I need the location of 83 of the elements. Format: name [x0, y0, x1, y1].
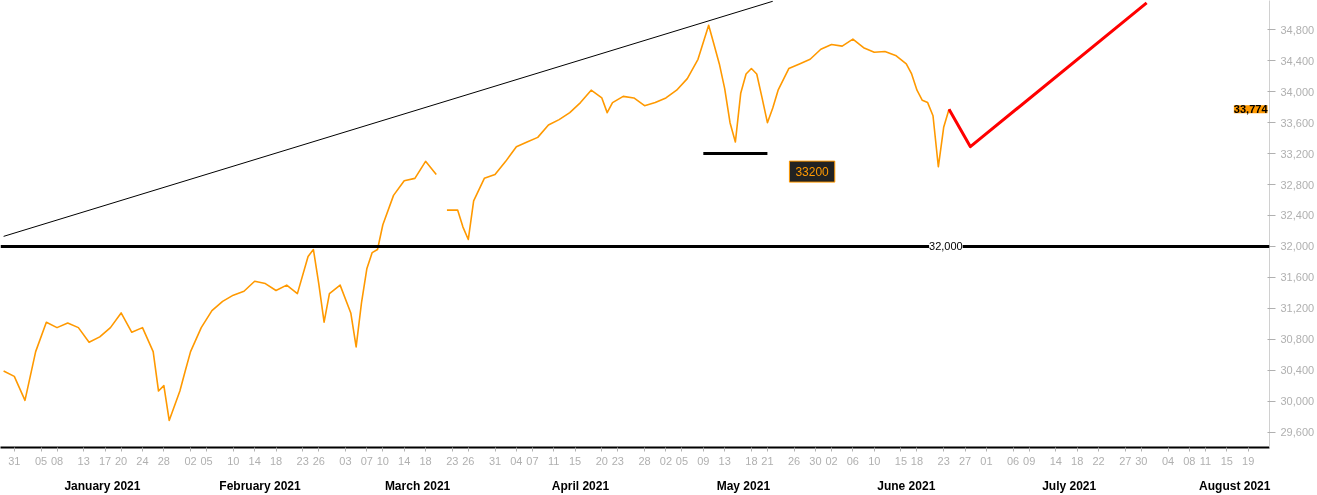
y-tick-label: 32,400: [1280, 209, 1315, 222]
y-tick-label: 31,600: [1280, 271, 1315, 284]
y-tick-label: 34,400: [1280, 54, 1315, 67]
text: May 2021: [716, 478, 771, 493]
x-tick-label: 21: [761, 454, 774, 467]
x-tick-label: 11: [548, 454, 560, 467]
x-tick-label: 22: [1092, 454, 1105, 467]
y-tick-label: 32,800: [1280, 178, 1315, 191]
y-tick-label: 31,200: [1280, 302, 1315, 315]
text: March 2021: [384, 478, 451, 493]
x-tick-label: 08: [1183, 454, 1196, 467]
text: August 2021: [1199, 478, 1271, 493]
y-tick-label: 30,800: [1280, 333, 1315, 346]
y-tick-label: 34,000: [1280, 85, 1315, 98]
x-tick-label: 10: [376, 454, 389, 467]
x-tick-label: 27: [958, 454, 972, 467]
x-tick-label: 09: [1023, 454, 1036, 467]
x-tick-label: 15: [569, 454, 582, 467]
x-tick-label: 14: [1049, 454, 1062, 467]
x-tick-label: 02: [184, 454, 197, 467]
text: June 2021: [877, 478, 936, 493]
x-tick-label: 30: [1135, 454, 1148, 467]
x-tick-label: 06: [1007, 454, 1020, 467]
x-tick-label: 27: [1119, 454, 1132, 467]
x-tick-label: 11: [1199, 454, 1212, 467]
x-tick-label: 23: [296, 454, 309, 467]
x-tick-label: 23: [446, 454, 459, 467]
y-tick-label: 33,200: [1280, 147, 1315, 160]
x-tick-label: 06: [846, 454, 860, 467]
x-tick-label: 01: [980, 454, 993, 467]
x-tick-label: 02: [659, 454, 673, 467]
x-tick-label: 28: [638, 454, 651, 467]
x-tick-label: 02: [825, 454, 838, 467]
x-tick-label: 20: [595, 454, 608, 467]
x-tick-label: 07: [360, 454, 373, 467]
x-tick-label: 15: [1220, 454, 1233, 467]
x-tick-label: 15: [894, 454, 908, 467]
y-tick-label: 34,800: [1280, 23, 1315, 36]
x-tick-label: 04: [510, 454, 523, 467]
y-tick-label: 29,600: [1280, 426, 1315, 439]
y-tick-label: 32,000: [1280, 240, 1315, 253]
x-tick-label: 14: [398, 454, 411, 467]
x-tick-label: 13: [718, 454, 731, 467]
y-tick-label: 30,000: [1280, 395, 1315, 408]
text: January 2021: [64, 478, 141, 493]
x-tick-label: 13: [77, 454, 90, 467]
x-tick-label: 19: [1242, 454, 1255, 467]
text: April 2021: [551, 478, 610, 493]
x-tick-label: 17: [98, 454, 112, 467]
ref-line-label: 32,000: [929, 240, 963, 253]
x-tick-label: 31: [488, 454, 502, 467]
x-tick-label: 03: [339, 454, 352, 467]
x-tick-label: 20: [115, 454, 128, 467]
annotation: 33200: [795, 165, 830, 180]
x-tick-label: 30: [809, 454, 822, 467]
x-tick-label: 05: [675, 454, 689, 467]
x-tick-label: 28: [157, 454, 170, 467]
annotation: 33,774: [1233, 103, 1269, 116]
x-tick-label: 18: [419, 454, 432, 467]
y-tick-label: 33,600: [1280, 116, 1315, 129]
x-tick-label: 26: [462, 454, 475, 467]
x-tick-label: 18: [745, 454, 758, 467]
x-tick-label: 08: [50, 454, 64, 467]
x-tick-label: 24: [136, 454, 149, 467]
x-tick-label: 05: [34, 454, 48, 467]
x-tick-label: 31: [8, 454, 21, 467]
text: February 2021: [219, 478, 302, 493]
x-tick-label: 10: [868, 454, 881, 467]
x-tick-label: 10: [227, 454, 240, 467]
x-tick-label: 18: [269, 454, 283, 467]
x-tick-label: 04: [1161, 454, 1175, 467]
x-tick-label: 14: [248, 454, 261, 467]
x-tick-label: 26: [312, 454, 325, 467]
x-tick-label: 09: [697, 454, 710, 467]
x-tick-label: 23: [611, 454, 624, 467]
x-tick-label: 18: [1071, 454, 1084, 467]
x-tick-label: 07: [526, 454, 539, 467]
x-tick-label: 23: [937, 454, 950, 467]
x-tick-label: 05: [200, 454, 213, 467]
y-tick-label: 30,400: [1280, 364, 1315, 377]
x-tick-label: 18: [910, 454, 924, 467]
text: July 2021: [1042, 478, 1097, 493]
x-tick-label: 26: [788, 454, 801, 467]
